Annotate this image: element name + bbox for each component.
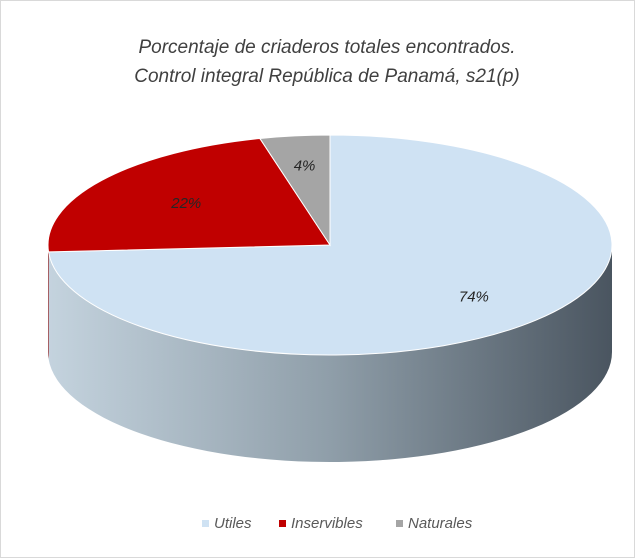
legend-swatch	[202, 520, 209, 527]
slice-side	[48, 245, 613, 462]
legend-swatch	[279, 520, 286, 527]
legend-swatch	[396, 520, 403, 527]
data-label: 4%	[294, 157, 316, 174]
legend-label: Inservibles	[291, 515, 363, 532]
slice-side	[48, 245, 49, 359]
slice	[47, 137, 331, 253]
chart-title: Porcentaje de criaderos totales encontra…	[138, 37, 515, 58]
legend-label: Utiles	[214, 515, 252, 532]
data-label: 22%	[170, 195, 201, 212]
slice	[258, 134, 331, 247]
data-label: 74%	[459, 289, 489, 306]
legend-label: Naturales	[408, 515, 473, 532]
chart-title: Control integral República de Panamá, s2…	[134, 66, 520, 87]
